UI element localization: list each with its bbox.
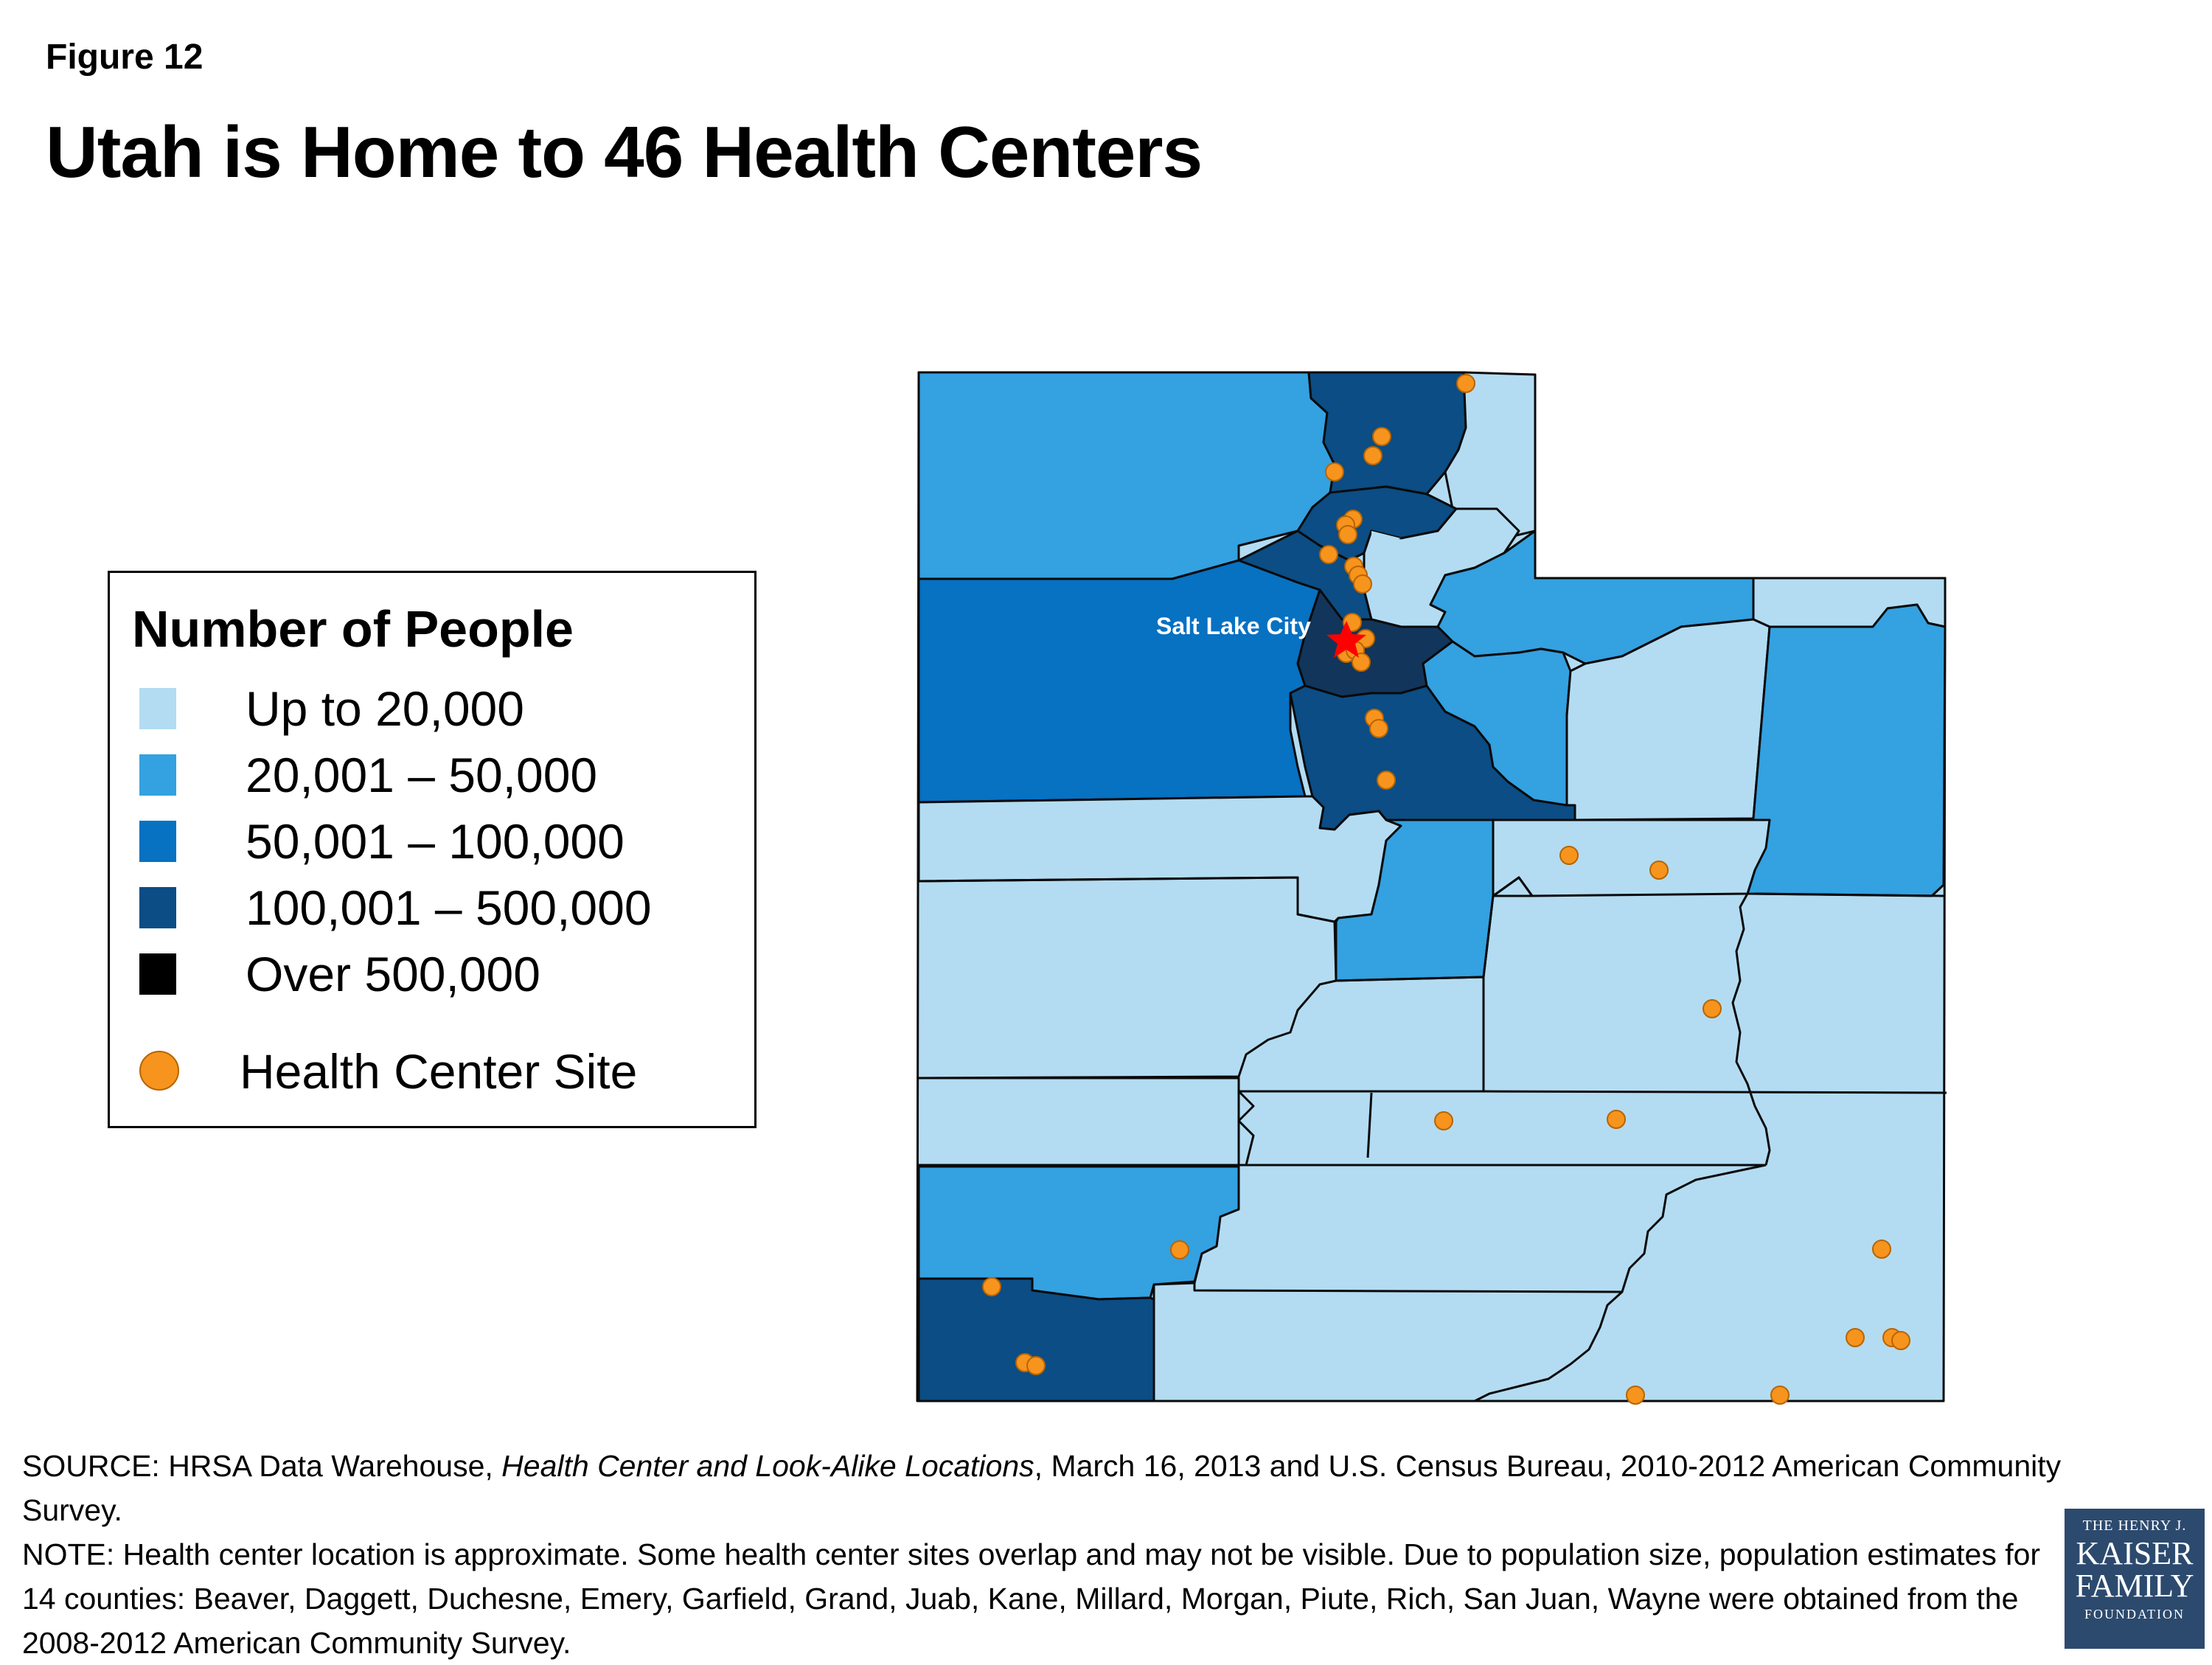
border-emery bbox=[1482, 876, 1947, 1166]
legend-label: 100,001 – 500,000 bbox=[246, 880, 652, 935]
health-center-site bbox=[1649, 861, 1669, 880]
figure-label: Figure 12 bbox=[46, 38, 204, 77]
legend-label: Over 500,000 bbox=[246, 947, 540, 1001]
border-sevier bbox=[1239, 976, 1485, 1093]
legend-label: 50,001 – 100,000 bbox=[246, 814, 625, 869]
health-center-site bbox=[1434, 1111, 1453, 1130]
health-center-site bbox=[1377, 771, 1396, 790]
legend-swatch bbox=[139, 821, 176, 862]
health-center-site bbox=[1363, 446, 1382, 465]
border-garfield bbox=[1193, 1164, 1767, 1293]
source-suffix: , March 16, 2013 and U.S. Census Bureau,… bbox=[22, 1449, 2062, 1527]
health-center-site bbox=[1703, 999, 1722, 1018]
health-center-site bbox=[1325, 462, 1344, 482]
border-millard bbox=[918, 876, 1338, 1080]
health-center-site bbox=[1846, 1328, 1865, 1347]
kaiser-family-foundation-logo: THE HENRY J. KAISER FAMILY FOUNDATION bbox=[2065, 1509, 2205, 1649]
health-center-site bbox=[1891, 1331, 1910, 1350]
border-beaver bbox=[919, 1077, 1255, 1166]
health-center-site bbox=[1338, 525, 1357, 544]
note-text: NOTE: Health center location is approxim… bbox=[22, 1537, 2041, 1660]
great-salt-lake bbox=[1371, 531, 1401, 546]
health-center-site bbox=[1352, 653, 1371, 672]
source-prefix: SOURCE: HRSA Data Warehouse, bbox=[22, 1449, 502, 1483]
map-legend: Number of People Up to 20,000 20,001 – 5… bbox=[108, 571, 757, 1128]
legend-swatch bbox=[139, 953, 176, 995]
legend-label: Health Center Site bbox=[240, 1044, 638, 1099]
county-carbon bbox=[1492, 818, 1771, 897]
health-center-site bbox=[1353, 574, 1372, 594]
logo-line-1: THE HENRY J. bbox=[2082, 1518, 2187, 1534]
health-center-site bbox=[1369, 719, 1388, 738]
legend-swatch bbox=[139, 688, 176, 729]
salt-lake-city-label: Salt Lake City bbox=[1156, 613, 1311, 639]
legend-title: Number of People bbox=[132, 600, 574, 658]
border-piute-wayne bbox=[1237, 1091, 1766, 1167]
health-center-site bbox=[1026, 1356, 1046, 1375]
utah-county-map: Salt Lake City bbox=[916, 371, 1947, 1405]
health-center-site bbox=[982, 1277, 1001, 1296]
county-washington bbox=[917, 1277, 1155, 1402]
county-duchesne bbox=[1565, 618, 1771, 821]
health-center-site bbox=[1607, 1110, 1626, 1129]
page-title: Utah is Home to 46 Health Centers bbox=[46, 111, 1203, 192]
salt-lake-city-star bbox=[1326, 621, 1366, 658]
source-note: SOURCE: HRSA Data Warehouse, Health Cent… bbox=[22, 1444, 2072, 1665]
health-center-site bbox=[1319, 545, 1338, 564]
health-center-site bbox=[1872, 1240, 1891, 1259]
legend-swatch bbox=[139, 754, 176, 796]
source-title: Health Center and Look-Alike Locations bbox=[501, 1449, 1034, 1483]
health-center-site bbox=[1626, 1386, 1645, 1405]
logo-line-4: FOUNDATION bbox=[2084, 1607, 2185, 1621]
logo-line-3: FAMILY bbox=[2075, 1568, 2194, 1604]
health-center-site bbox=[1372, 427, 1391, 446]
legend-swatch bbox=[139, 887, 176, 928]
health-center-site bbox=[1170, 1240, 1189, 1259]
health-center-site bbox=[1770, 1386, 1790, 1405]
legend-label: 20,001 – 50,000 bbox=[246, 748, 598, 802]
county-uintah bbox=[1746, 603, 1947, 897]
legend-label: Up to 20,000 bbox=[246, 681, 524, 736]
border-grand bbox=[1754, 892, 1944, 897]
health-center-site bbox=[1559, 846, 1579, 865]
health-center-site bbox=[1456, 374, 1475, 393]
health-center-site-icon bbox=[139, 1051, 179, 1091]
logo-line-2: KAISER bbox=[2076, 1535, 2194, 1571]
county-tooele bbox=[917, 559, 1321, 804]
